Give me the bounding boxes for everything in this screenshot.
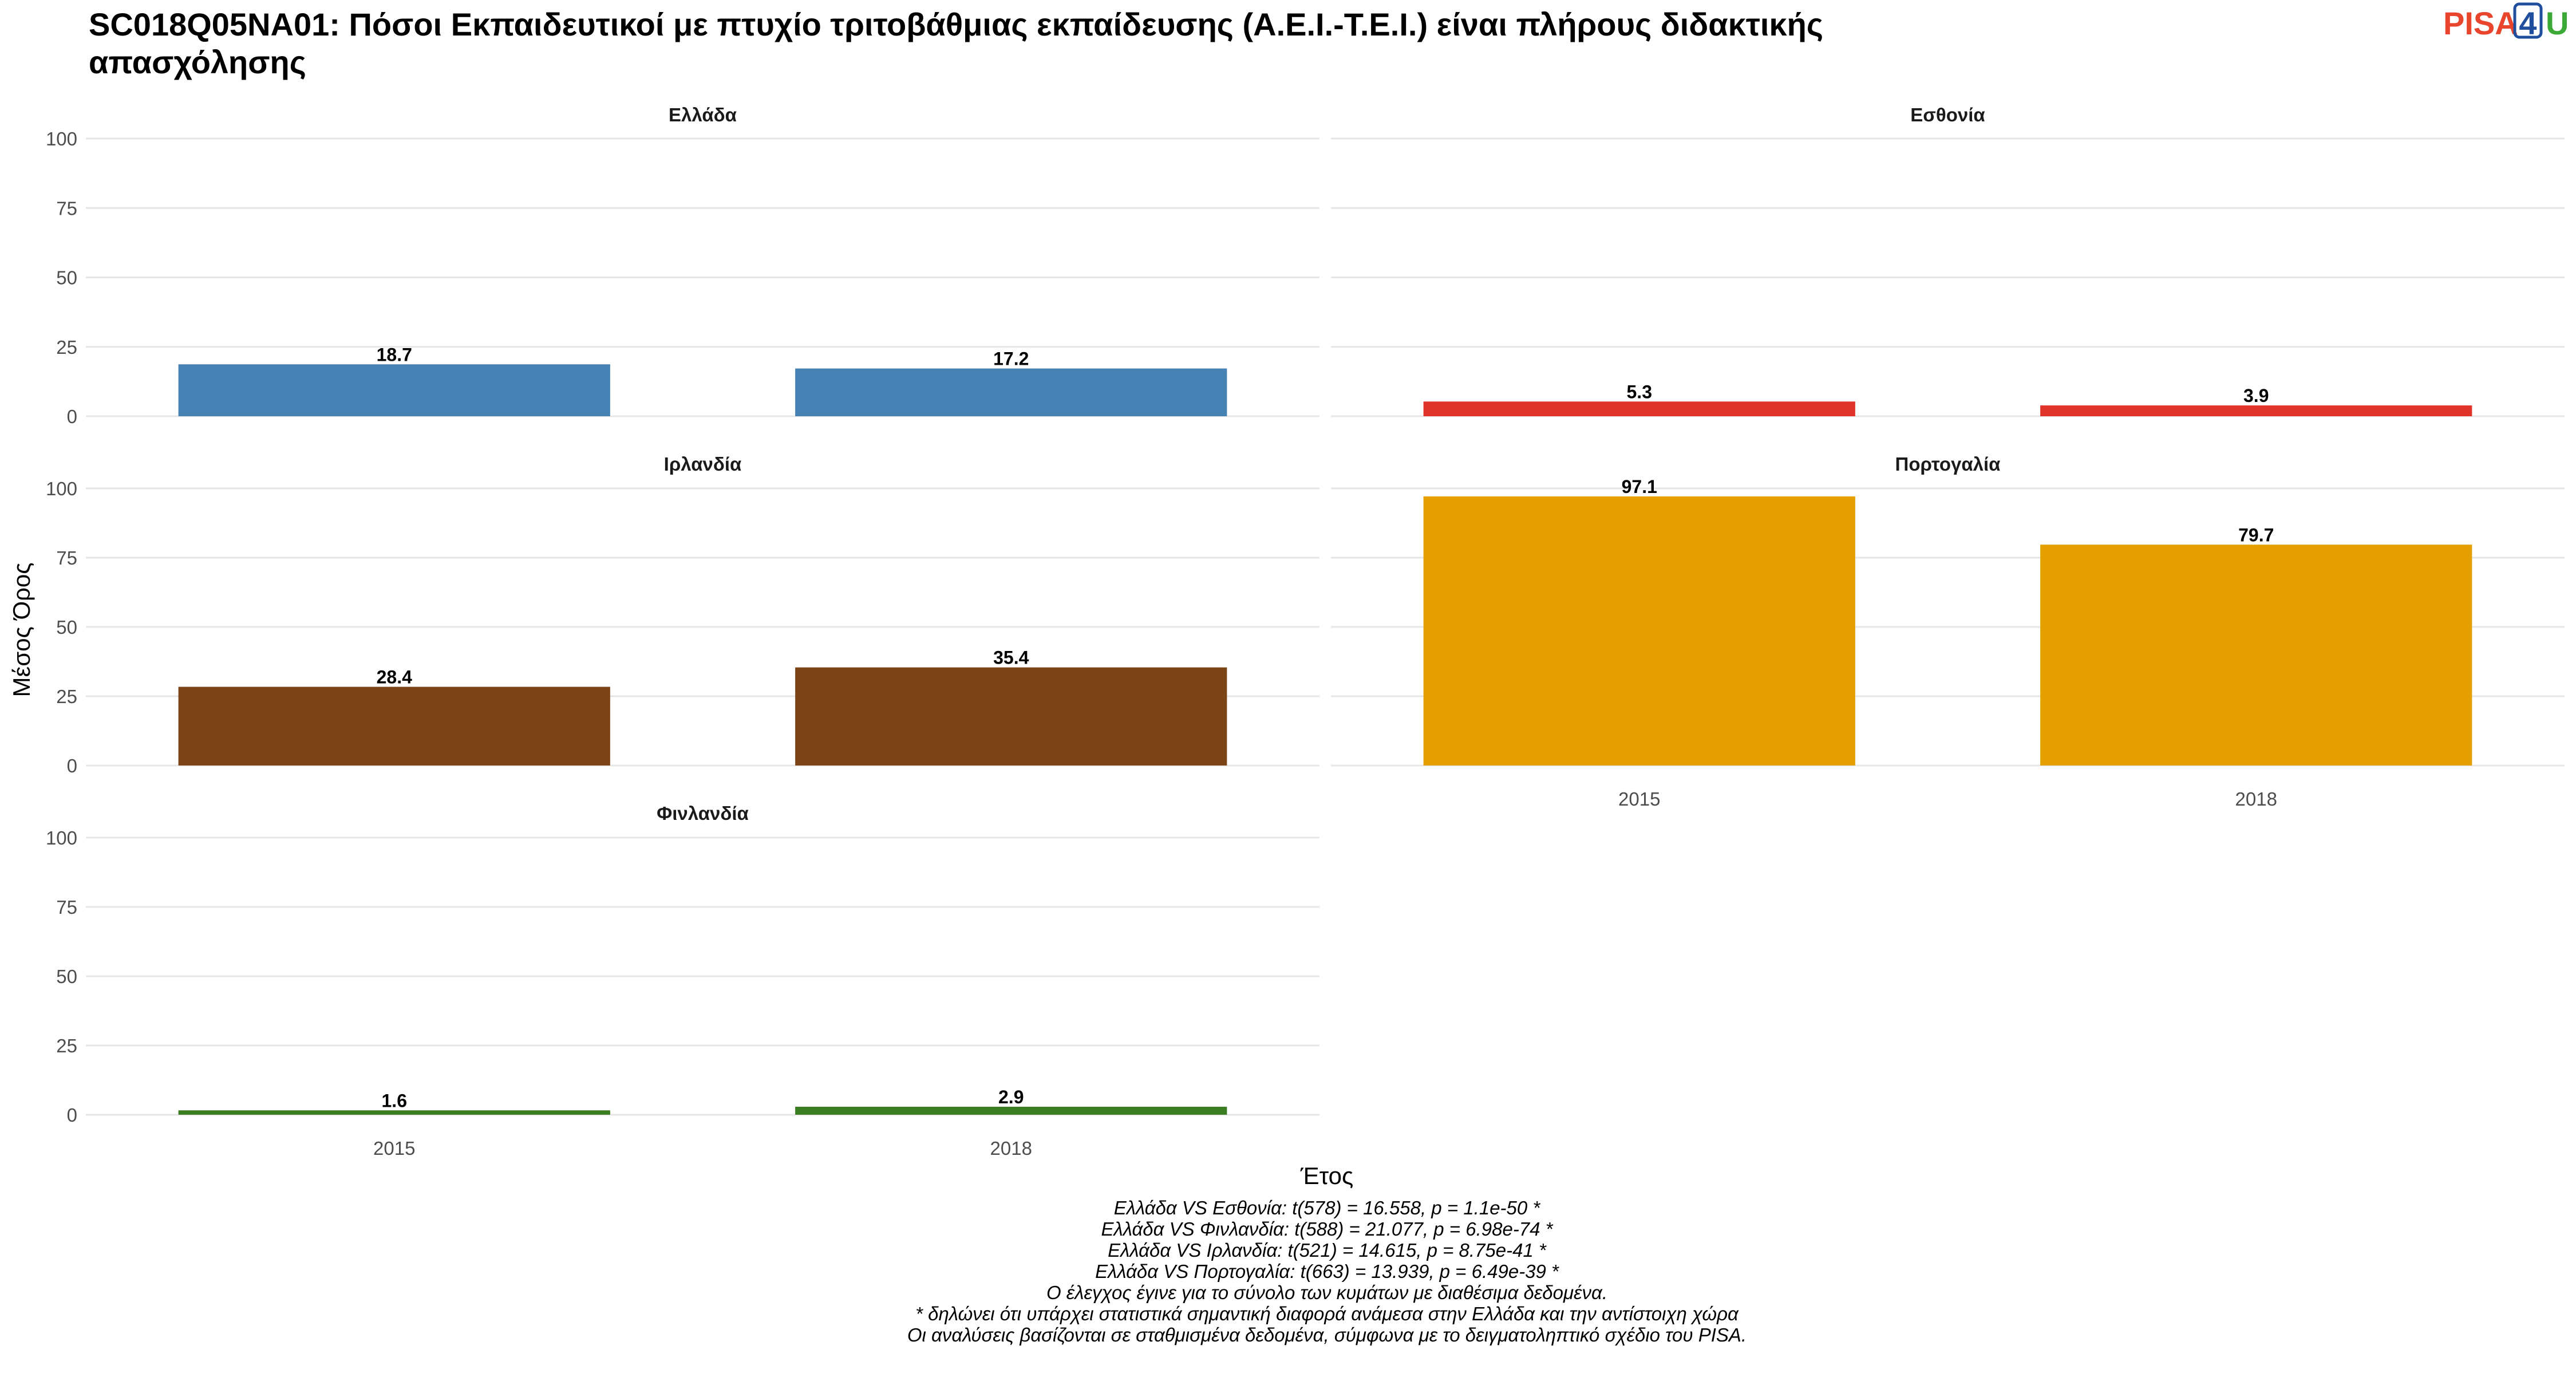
chart-title-line2: απασχόλησης [89,44,306,80]
facet-panel: Εσθονία 5.3 3.9 [1331,104,2565,417]
caption-line: Ελλάδα VS Εσθονία: t(578) = 16.558, p = … [1114,1197,1541,1218]
bar-value-label: 35.4 [993,648,1029,668]
y-tick-label: 50 [56,617,77,638]
x-tick-label: 2015 [1618,788,1660,810]
facet-strip-label: Πορτογαλία [1895,453,2001,475]
caption-line: Ελλάδα VS Ιρλανδία: t(521) = 14.615, p =… [1108,1240,1547,1261]
caption-line: * δηλώνει ότι υπάρχει στατιστικά σημαντι… [915,1303,1739,1324]
bar [178,1110,610,1115]
y-tick-label: 25 [56,686,77,707]
bar-value-label: 5.3 [1627,381,1652,402]
chart-title-line1: SC018Q05NA01: Πόσοι Εκπαιδευτικοί με πτυ… [89,6,1823,42]
caption-line: Ελλάδα VS Πορτογαλία: t(663) = 13.939, p… [1095,1261,1559,1282]
y-tick-label: 25 [56,337,77,358]
bar-value-label: 18.7 [377,344,412,365]
bar-value-label: 17.2 [993,349,1029,369]
y-tick-label: 75 [56,198,77,219]
x-tick-label: 2018 [990,1138,1032,1159]
facet-strip-label: Ιρλανδία [664,453,742,475]
y-tick-label: 50 [56,267,77,289]
y-axis-title: Μέσος Όρος [8,563,35,697]
bar [178,686,610,766]
y-tick-label: 75 [56,547,77,569]
bar-value-label: 1.6 [382,1090,407,1111]
bar-value-label: 28.4 [377,667,412,688]
logo-box [2513,2,2543,39]
bar-value-label: 97.1 [1622,476,1657,497]
y-tick-label: 100 [46,827,77,849]
caption-line: Ο έλεγχος έγινε για το σύνολο των κυμάτω… [1046,1282,1607,1303]
facet-panel: 0 25 50 75 100 Ελλάδα 18.7 17.2 [46,104,1319,427]
bar [795,368,1227,416]
caption: Ελλάδα VS Εσθονία: t(578) = 16.558, p = … [907,1197,1747,1346]
x-axis-title: Έτος [1300,1162,1354,1189]
bar [1423,496,1855,766]
facet-panel: 0 25 50 75 100 Ιρλανδία 28.4 35.4 [46,453,1319,776]
x-tick-label: 2015 [373,1138,415,1159]
y-tick-label: 100 [46,128,77,149]
bar-value-label: 3.9 [2243,385,2269,406]
facet-panel: Πορτογαλία 97.1 79.7 2015 2018 [1331,453,2565,810]
bar [795,1106,1227,1115]
y-tick-label: 50 [56,966,77,987]
facet-panel: 0 25 50 75 100 Φινλανδία 1.6 2.9 2015 2018 [46,803,1319,1159]
bar-value-label: 79.7 [2238,524,2274,545]
facet-strip-label: Φινλανδία [657,803,749,824]
bar [1423,401,1855,416]
logo-u-text: U [2546,5,2569,41]
bar [178,364,610,416]
bar [2040,405,2472,416]
caption-line: Ελλάδα VS Φινλανδία: t(588) = 21.077, p … [1101,1218,1553,1240]
bar [795,667,1227,766]
y-tick-label: 0 [67,755,77,776]
y-tick-label: 100 [46,478,77,499]
bar-value-label: 2.9 [998,1087,1024,1107]
facet-strip-label: Ελλάδα [669,104,737,125]
facet-panels: 0 25 50 75 100 Ελλάδα 18.7 17.2 Εσθονία 5.3 3.9 0 25… [46,104,2565,1159]
pisa4u-logo: PISA 4 U [2443,2,2569,41]
x-tick-label: 2018 [2235,788,2277,810]
y-tick-label: 0 [67,406,77,427]
y-tick-label: 75 [56,897,77,918]
logo-four-text: 4 [2519,5,2537,41]
facet-strip-label: Εσθονία [1910,104,1985,125]
logo-pisa-text: PISA [2443,5,2518,41]
caption-line: Οι αναλύσεις βασίζονται σε σταθμισμένα δ… [907,1324,1747,1346]
bar [2040,545,2472,766]
y-tick-label: 0 [67,1104,77,1126]
y-tick-label: 25 [56,1035,77,1056]
